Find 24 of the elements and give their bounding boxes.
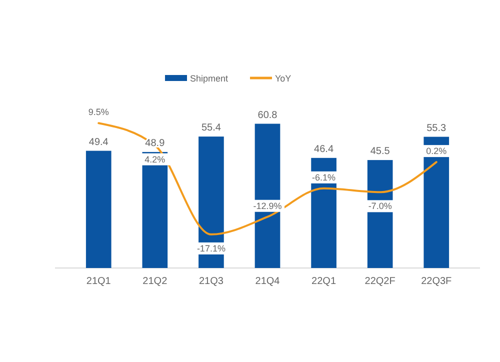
data-label: 46.4 xyxy=(314,144,334,155)
data-label: 0.2% xyxy=(426,146,447,156)
data-label: 60.8 xyxy=(258,110,278,121)
x-tick-label: 22Q3F xyxy=(421,276,452,287)
bar xyxy=(86,150,112,268)
data-label: 45.5 xyxy=(370,146,390,158)
data-label: 4.2% xyxy=(144,154,166,164)
data-label: -12.9% xyxy=(253,200,282,211)
data-label: -7.0% xyxy=(368,201,392,212)
bar xyxy=(424,136,450,268)
data-label: 55.3 xyxy=(426,122,447,134)
x-tick-label: 21Q1 xyxy=(86,276,112,287)
data-label: 55.4 xyxy=(201,122,222,134)
x-tick-label: 21Q4 xyxy=(255,276,280,287)
data-label: 49.4 xyxy=(88,136,109,148)
data-label: -17.1% xyxy=(196,243,226,254)
x-tick-label: 21Q2 xyxy=(142,276,168,287)
legend-label: Shipment xyxy=(190,74,229,84)
x-tick-label: 21Q3 xyxy=(198,276,224,287)
x-tick-label: 22Q2F xyxy=(364,276,396,287)
data-label: 9.5% xyxy=(88,107,109,118)
x-tick-label: 22Q1 xyxy=(312,276,336,287)
data-label: -6.1% xyxy=(312,172,336,182)
legend-label: YoY xyxy=(275,74,292,84)
